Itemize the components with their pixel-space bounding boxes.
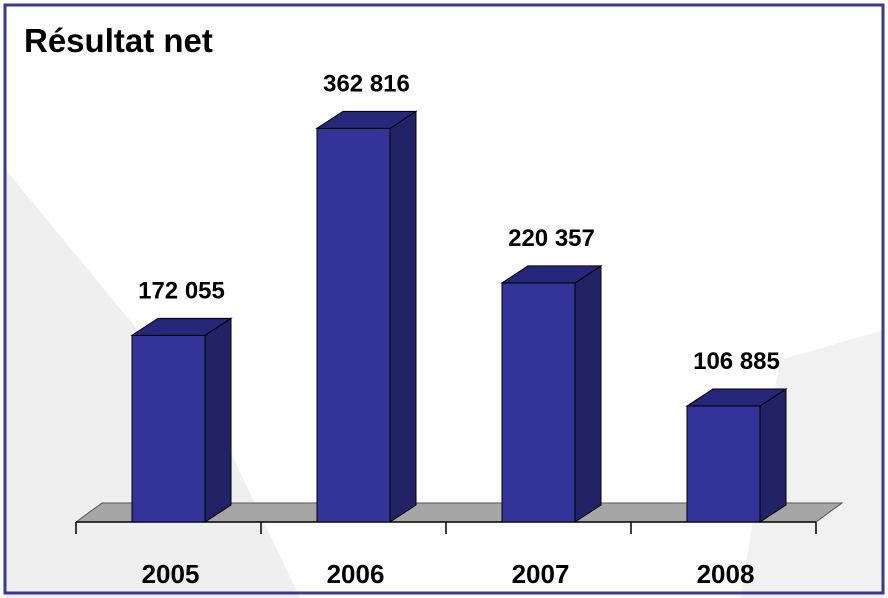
- value-label: 362 816: [323, 70, 410, 97]
- bar-top: [315, 110, 418, 129]
- bar-side: [574, 264, 602, 523]
- value-labels-group: 172 055 362 816 220 357 106 885: [138, 70, 780, 375]
- bar-top: [500, 265, 603, 284]
- category-label: 2007: [512, 559, 570, 589]
- bar-top: [130, 317, 233, 336]
- bar-side: [389, 110, 417, 523]
- bar-2008: [685, 388, 788, 523]
- value-label: 106 885: [693, 348, 780, 375]
- category-label: 2005: [142, 559, 200, 589]
- bar-front: [316, 127, 391, 523]
- bar-2007: [500, 264, 603, 523]
- value-label: 172 055: [138, 277, 225, 304]
- category-labels-group: 2005 2006 2007 2008: [142, 559, 755, 589]
- category-label: 2006: [327, 559, 385, 589]
- bar-side: [759, 388, 787, 523]
- x-axis-ticks: [75, 522, 817, 534]
- bar-front: [686, 405, 761, 523]
- bar-2005: [130, 317, 233, 523]
- bar-front: [501, 282, 576, 523]
- value-label: 220 357: [508, 225, 595, 252]
- bar-side: [204, 317, 232, 523]
- bar-2006: [315, 110, 418, 523]
- bar-front: [131, 334, 206, 523]
- bars-group: [130, 110, 788, 523]
- category-label: 2008: [697, 559, 755, 589]
- chart-border: [3, 3, 885, 595]
- chart-title: Résultat net: [24, 22, 213, 59]
- bar-top: [685, 388, 788, 407]
